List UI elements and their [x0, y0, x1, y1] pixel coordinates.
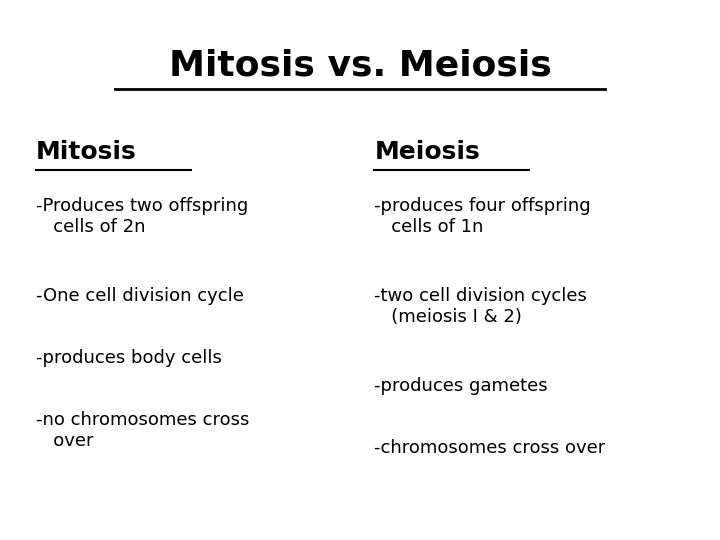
Text: -produces four offspring
   cells of 1n: -produces four offspring cells of 1n — [374, 197, 591, 236]
Text: -chromosomes cross over: -chromosomes cross over — [374, 440, 606, 457]
Text: -produces body cells: -produces body cells — [36, 349, 222, 367]
Text: Mitosis: Mitosis — [36, 140, 137, 164]
Text: Mitosis vs. Meiosis: Mitosis vs. Meiosis — [168, 49, 552, 83]
Text: -no chromosomes cross
   over: -no chromosomes cross over — [36, 411, 249, 450]
Text: -One cell division cycle: -One cell division cycle — [36, 287, 244, 305]
Text: -two cell division cycles
   (meiosis I & 2): -two cell division cycles (meiosis I & 2… — [374, 287, 588, 326]
Text: -produces gametes: -produces gametes — [374, 377, 548, 395]
Text: -Produces two offspring
   cells of 2n: -Produces two offspring cells of 2n — [36, 197, 248, 236]
Text: Meiosis: Meiosis — [374, 140, 480, 164]
